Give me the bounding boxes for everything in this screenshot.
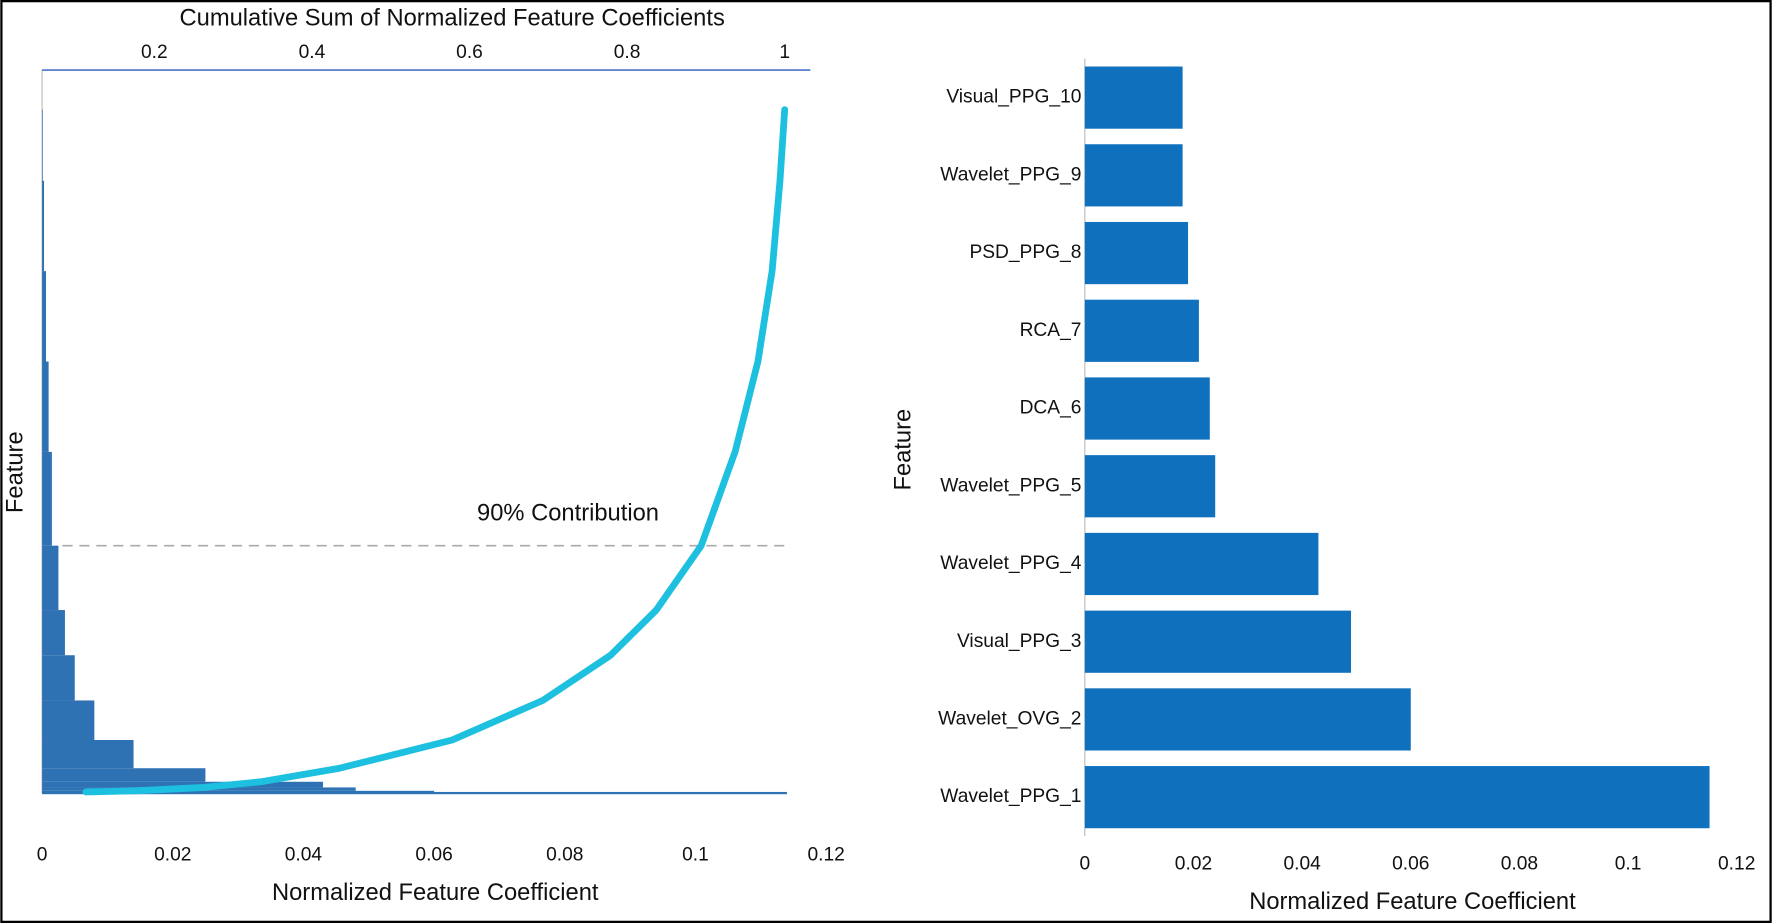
y-tick-label: Wavelet_OVG_2 [938, 708, 1081, 729]
y-axis-title: Feature [2, 431, 28, 513]
y-tick-label: Visual_PPG_10 [946, 87, 1081, 108]
x2-tick-label: 0.4 [299, 42, 326, 63]
y-tick-label: Visual_PPG_3 [957, 631, 1081, 652]
x-tick-label: 0.04 [1283, 853, 1321, 874]
x-axis-title: Normalized Feature Coefficient [272, 880, 599, 906]
x-tick-label: 0.08 [546, 844, 583, 865]
bar [42, 180, 45, 272]
x-tick-label: 0.1 [1615, 853, 1642, 874]
bar [1084, 66, 1183, 129]
y-tick-label: Wavelet_PPG_4 [940, 553, 1081, 574]
bar [42, 109, 43, 181]
bar [1084, 455, 1216, 518]
bar [42, 781, 324, 788]
bar [1084, 532, 1319, 596]
x-tick-label: 0.06 [415, 844, 452, 865]
x2-axis-title: Cumulative Sum of Normalized Feature Coe… [180, 5, 725, 31]
y-tick-label: PSD_PPG_8 [969, 242, 1081, 263]
bar [1084, 299, 1199, 362]
x2-tick-label: 1 [779, 42, 790, 63]
x2-tick-label: 0.2 [141, 42, 168, 63]
bar [42, 361, 49, 452]
x-tick-label: 0.02 [1175, 853, 1212, 874]
bar [42, 610, 65, 656]
bar [1084, 221, 1189, 285]
bar [42, 545, 59, 611]
x-tick-label: 0 [37, 844, 48, 865]
bar [1084, 377, 1210, 440]
x-tick-label: 0 [1079, 853, 1090, 874]
x-tick-label: 0.02 [154, 844, 191, 865]
bar [42, 790, 435, 794]
bar [42, 739, 134, 769]
annotation: 90% Contribution [477, 500, 659, 526]
bar [1084, 610, 1352, 673]
x-axis-title: Normalized Feature Coefficient [1249, 889, 1576, 915]
y-tick-label: Wavelet_PPG_1 [940, 786, 1081, 807]
y-axis-title: Feature [890, 409, 916, 491]
y-tick-label: RCA_7 [1020, 320, 1082, 341]
cumulative-line [82, 106, 789, 796]
bar [1084, 688, 1411, 751]
bar [1084, 144, 1183, 207]
bar [1084, 766, 1710, 829]
bar [42, 451, 52, 546]
y-tick-label: Wavelet_PPG_5 [940, 475, 1081, 496]
y-tick-label: Wavelet_PPG_9 [940, 164, 1081, 185]
x2-tick-label: 0.8 [614, 42, 641, 63]
x-tick-label: 0.1 [682, 844, 709, 865]
x-tick-label: 0.12 [807, 844, 844, 865]
bar [42, 700, 95, 740]
bar [42, 271, 47, 362]
x-tick-label: 0.08 [1501, 853, 1538, 874]
x-tick-label: 0.12 [1718, 853, 1755, 874]
bar [42, 768, 206, 782]
x-tick-label: 0.06 [1392, 853, 1429, 874]
y-tick-label: DCA_6 [1020, 398, 1082, 419]
bar [42, 655, 75, 701]
x2-tick-label: 0.6 [456, 42, 483, 63]
x-tick-label: 0.04 [285, 844, 323, 865]
